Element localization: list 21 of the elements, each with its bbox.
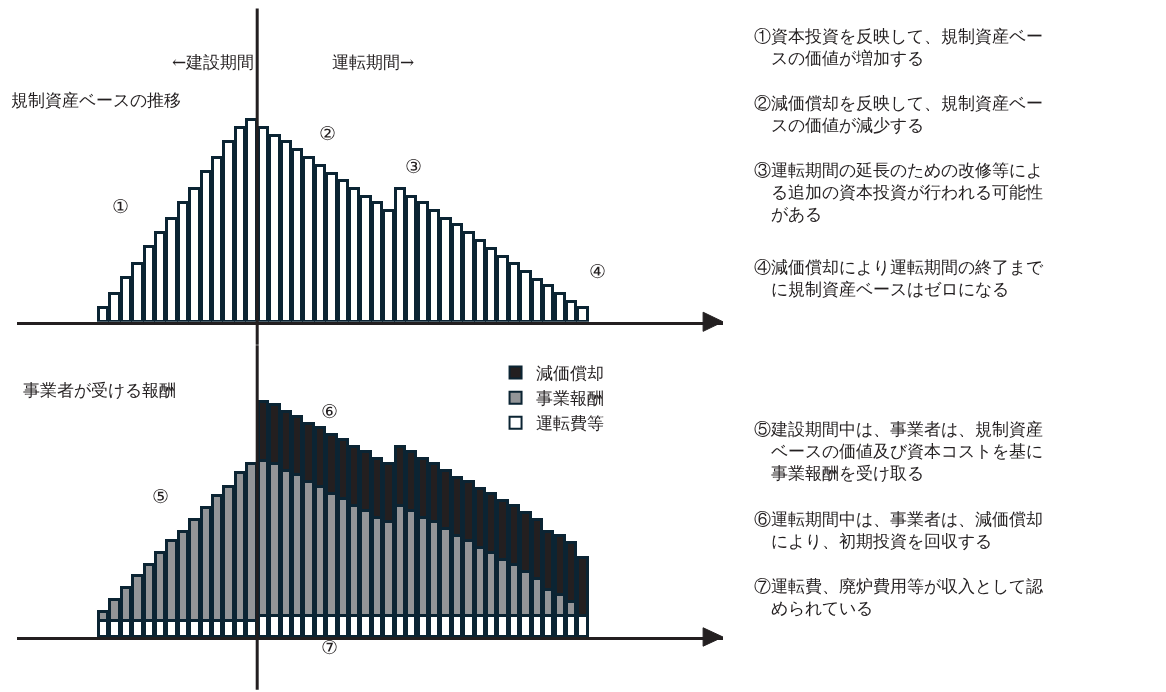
- annotation: ⑤: [152, 485, 169, 507]
- text: ⑤建設期間中は、事業者は、規制資産ベースの価値及び資本コストを基に事業報酬を受け取る: [754, 419, 1043, 484]
- legend-label: 運転費等: [535, 413, 604, 434]
- text: ④: [589, 260, 606, 282]
- text: ⑦運転費、廃炉費用等が収入として認められている: [754, 576, 1043, 619]
- annotation: ③: [405, 155, 422, 177]
- chart-title: 規制資産ベースの推移: [11, 90, 181, 110]
- annotation: ②: [319, 122, 336, 144]
- annotation: ⑦: [321, 636, 338, 658]
- text: ④減価償却により運転期間の終了までに規制資産ベースはゼロになる: [754, 257, 1044, 300]
- chart-title: 事業者が受ける報酬: [23, 380, 176, 400]
- text: ①資本投資を反映して、規制資産ベースの価値が増加する: [754, 26, 1043, 69]
- text: 運転期間→: [332, 52, 415, 72]
- annotation: ⑥: [321, 400, 338, 422]
- text: ③運転期間の延長のための改修等による追加の資本投資が行われる可能性がある: [754, 160, 1043, 225]
- text: ←建設期間: [172, 52, 255, 72]
- annotation: ①: [112, 195, 129, 217]
- legend-label: 減価償却: [535, 363, 604, 384]
- legend-label: 事業報酬: [535, 388, 604, 409]
- text: ⑥運転期間中は、事業者は、減価償却により、初期投資を回収する: [754, 509, 1043, 552]
- text: ②減価償却を反映して、規制資産ベースの価値が減少する: [754, 93, 1043, 136]
